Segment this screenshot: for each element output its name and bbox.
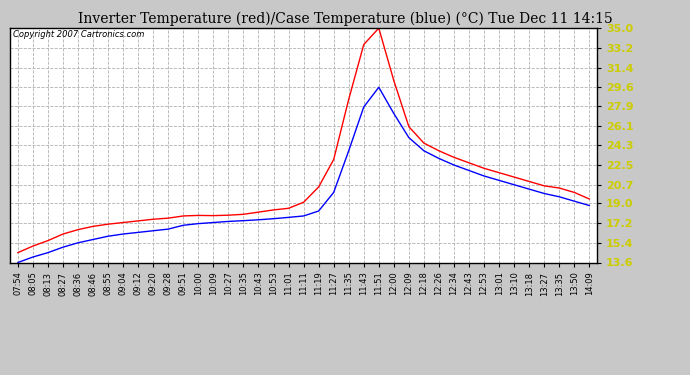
Text: Copyright 2007 Cartronics.com: Copyright 2007 Cartronics.com (13, 30, 145, 39)
Text: Inverter Temperature (red)/Case Temperature (blue) (°C) Tue Dec 11 14:15: Inverter Temperature (red)/Case Temperat… (77, 11, 613, 26)
